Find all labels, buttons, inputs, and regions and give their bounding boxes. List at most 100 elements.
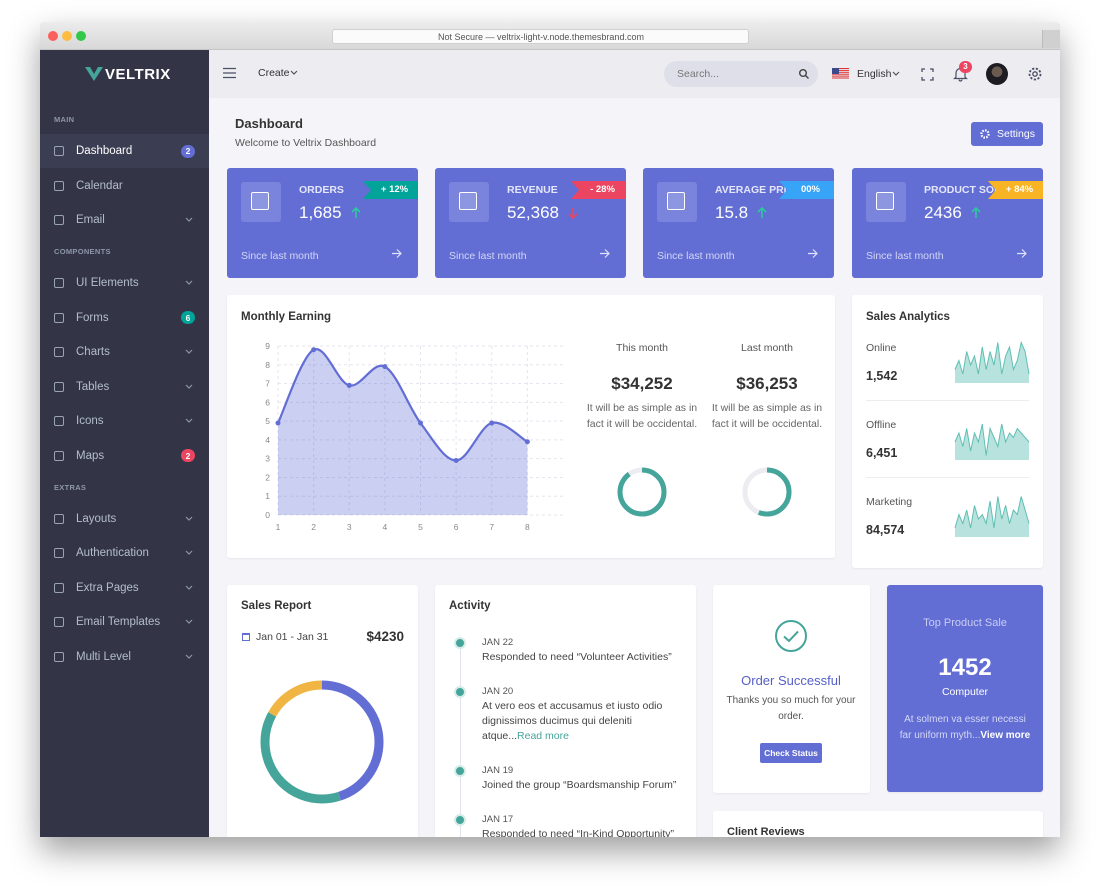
flag-stripe xyxy=(832,68,849,69)
menu-icon xyxy=(223,67,236,79)
point xyxy=(346,382,352,388)
stat-value: 2436 xyxy=(924,203,962,222)
sparkline xyxy=(954,496,1030,537)
chevron-icon xyxy=(185,280,193,285)
settings-button[interactable] xyxy=(971,122,1043,146)
activity-text: Responded to need “In-Kind Opportunity” xyxy=(482,827,677,837)
create-menu[interactable]: Create xyxy=(258,67,290,79)
sidebar-item-icon xyxy=(54,416,64,426)
client-reviews-card xyxy=(713,811,1043,837)
arrow xyxy=(568,208,578,220)
search-icon xyxy=(799,69,809,79)
sidebar-item[interactable]: Extra Pages xyxy=(76,581,139,594)
card-title: Activity xyxy=(449,600,491,612)
stat-value: 52,368 xyxy=(507,203,559,222)
sidebar-item[interactable]: Forms xyxy=(76,311,109,324)
stat-title: ORDERS xyxy=(299,184,344,196)
x-tick-label: 5 xyxy=(418,522,423,532)
url-text: Not Secure — veltrix-light-v.node.themes… xyxy=(438,31,644,42)
stat-title: REVENUE xyxy=(507,184,558,196)
y-tick-label: 5 xyxy=(265,416,270,426)
chevron-icon xyxy=(185,585,193,590)
sidebar-item[interactable]: Dashboard xyxy=(76,145,133,157)
language-menu[interactable]: English xyxy=(857,68,892,80)
settings-button-icon xyxy=(980,129,990,139)
sidebar-item-icon xyxy=(54,617,64,627)
flag-icon xyxy=(832,68,849,79)
stat-title: AVERAGE PRICE xyxy=(715,184,802,196)
period-text: It will be as simple as in fact it will … xyxy=(711,402,823,430)
sidebar-item[interactable]: Email xyxy=(76,214,105,226)
sidebar-item[interactable]: Charts xyxy=(76,346,110,358)
sidebar-item[interactable]: Calendar xyxy=(76,179,123,192)
user-avatar[interactable] xyxy=(986,63,1008,85)
stat-change: + 84% xyxy=(1005,184,1034,195)
y-tick-label: 0 xyxy=(265,510,270,520)
top-product-desc: At solmen va esser necessi far uniform m… xyxy=(899,714,1026,741)
window-button[interactable] xyxy=(62,31,72,41)
sidebar-item-icon xyxy=(54,381,64,392)
period-label: This month xyxy=(616,342,668,354)
check-status-text: Check Status xyxy=(764,748,818,758)
window-button[interactable] xyxy=(76,31,86,41)
stat-footer: Since last month xyxy=(657,249,735,262)
stat-change: - 28% xyxy=(590,184,615,195)
flag-stripe xyxy=(832,75,849,77)
change-ribbon xyxy=(363,181,418,199)
analytics-value: 6,451 xyxy=(866,446,898,460)
sidebar-item[interactable]: Layouts xyxy=(76,512,117,525)
stat-value-row: 2436 xyxy=(924,202,982,224)
sidebar-item[interactable]: Icons xyxy=(76,415,104,427)
stat-icon-box xyxy=(449,182,489,222)
progress-donut xyxy=(617,467,667,517)
sidebar-badge-text: 2 xyxy=(185,450,191,461)
stat-icon-box xyxy=(241,182,281,222)
sparkline-area xyxy=(955,424,1029,460)
timeline-dot xyxy=(454,637,466,649)
point xyxy=(275,420,281,426)
activity-text: Joined the group “Boardsmanship Forum” xyxy=(482,778,677,793)
point xyxy=(418,420,423,426)
view-more-link[interactable]: View more xyxy=(980,730,1031,741)
sidebar-item-icon xyxy=(54,215,64,225)
read-more-link[interactable]: Read more xyxy=(517,730,569,742)
sidebar-item[interactable]: Email Templates xyxy=(76,616,161,628)
sidebar-item[interactable]: Maps xyxy=(76,449,105,462)
point xyxy=(382,364,388,370)
change-ribbon xyxy=(571,181,626,199)
y-tick-label: 6 xyxy=(265,397,270,407)
chevron xyxy=(185,585,193,590)
settings-icon xyxy=(1028,67,1042,81)
period-label: Last month xyxy=(741,342,793,354)
check-status-button[interactable] xyxy=(760,743,822,763)
window-button[interactable] xyxy=(48,31,58,41)
search-placeholder: Search... xyxy=(677,68,720,80)
sidebar-badge xyxy=(181,311,195,324)
sidebar-item-icon xyxy=(54,582,64,593)
flag-stripe xyxy=(832,77,849,79)
search-box[interactable] xyxy=(664,61,818,87)
analytics-value: 1,542 xyxy=(866,369,898,383)
sidebar-item[interactable]: Tables xyxy=(76,380,110,393)
y-tick-label: 7 xyxy=(265,379,270,389)
ribbon xyxy=(988,181,1043,199)
chevron xyxy=(185,418,193,423)
sparkline-line xyxy=(954,423,1030,456)
gear-outer xyxy=(1028,67,1042,81)
chevron xyxy=(185,217,193,222)
sidebar-item[interactable]: UI Elements xyxy=(76,277,139,289)
sidebar-item[interactable]: Multi Level xyxy=(76,650,131,663)
timeline-dot xyxy=(454,814,466,826)
sidebar-item[interactable]: Authentication xyxy=(76,547,149,559)
sidebar-item-icon xyxy=(54,278,64,288)
change-ribbon xyxy=(988,181,1043,199)
timeline-dot xyxy=(454,686,466,698)
analytics-label: Online xyxy=(866,342,897,354)
sidebar-item-active-bg xyxy=(40,134,209,168)
footer-arrow xyxy=(392,249,402,258)
new-tab-button[interactable] xyxy=(1042,30,1060,48)
chevron xyxy=(185,384,193,389)
activity-text-body: At vero eos et accusamus et iusto odio d… xyxy=(482,700,663,742)
sidebar-badge-text: 2 xyxy=(185,146,191,156)
url-bar xyxy=(332,29,749,44)
